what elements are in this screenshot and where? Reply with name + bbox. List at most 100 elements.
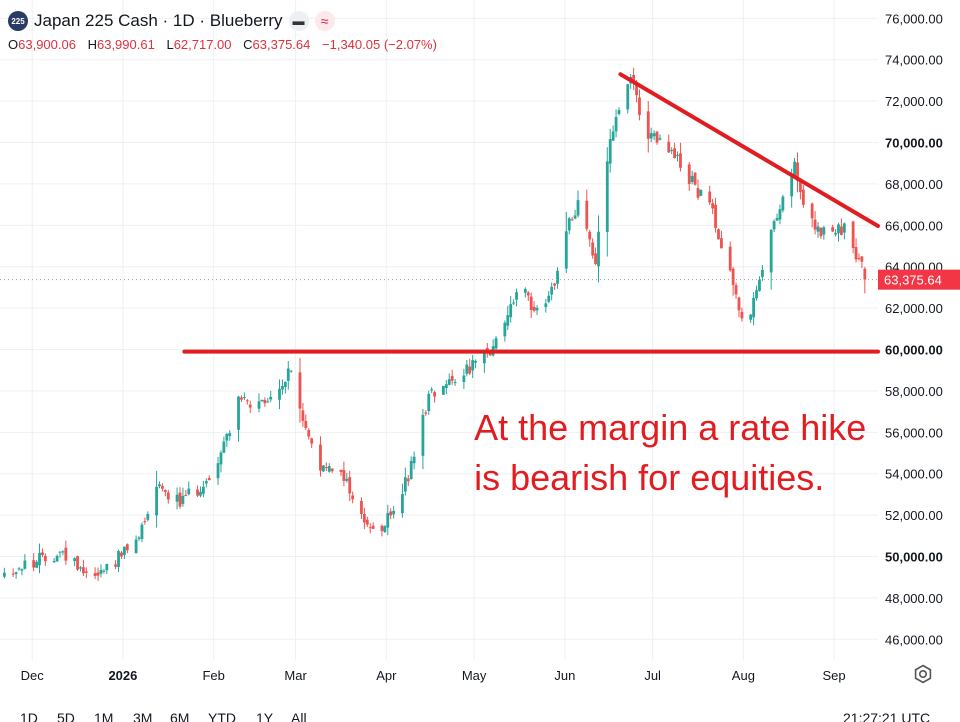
candle-body [570,219,574,221]
candle-body [720,238,723,249]
timeframe-6m[interactable]: 6M [170,710,190,722]
candle-body [760,269,764,277]
candle-body [281,385,284,390]
candle-body [842,223,846,233]
candle-body [383,526,387,532]
annotation-line: At the margin a rate hike [474,407,866,448]
candle-body [775,217,779,221]
timeframe-3m[interactable]: 3M [133,710,153,722]
candle-body [245,400,249,402]
candle-body [506,315,510,326]
candle-body [731,268,735,285]
wave-icon[interactable]: ≈ [314,11,335,31]
price-tick-label: 62,000.00 [885,301,943,316]
candle-body [840,226,843,235]
minus-icon[interactable]: ▬ [288,11,309,31]
timeframe-1d[interactable]: 1D [20,710,38,722]
candle-body [617,110,621,115]
candle-body [474,360,477,363]
symbol-title[interactable]: Japan 225 Cash · 1D · Blueberry [34,11,283,30]
candle-body [371,525,375,529]
candle-body [96,572,100,576]
candle-body [512,302,516,304]
symbol-badge-icon[interactable]: 225 [8,11,28,31]
candle-body [585,200,589,229]
candle-body [594,253,597,264]
candle-body [673,148,676,159]
candle-body [860,256,864,262]
low-label: L [166,37,174,52]
candle-body [450,375,454,381]
candle-body [14,572,18,574]
bottom-toolbar: 1D 5D 1M 3M 6M YTD 1Y All 21:27:21 UTC [0,700,960,722]
candle-body [401,494,404,514]
candle-body [819,227,823,237]
candle-body [99,569,103,574]
candle-body [143,521,147,523]
last-price-label: 63,375.64 [884,273,942,288]
candle-body [676,154,679,156]
time-tick-label: Feb [202,668,224,683]
candle-body [793,161,796,178]
candle-body [813,219,817,230]
candle-body [488,353,492,356]
timeframe-5d[interactable]: 5D [57,710,75,722]
price-tick-label: 58,000.00 [885,384,943,399]
candle-body [237,396,240,430]
ohlc-values: O63,900.06 H63,990.61 L62,717.00 C63,375… [8,37,437,52]
candle-body [339,469,343,472]
candle-body [345,478,349,481]
candle-body [667,141,671,153]
candle-body [687,164,691,185]
candle-body [146,514,150,520]
candle-body [588,231,592,240]
candle-body [137,537,141,539]
candle-body [263,399,267,404]
timeframe-1m[interactable]: 1M [94,710,114,722]
candle-body [199,491,202,496]
candle-body [834,232,837,235]
price-tick-label: 52,000.00 [885,508,943,523]
candle-body [105,564,109,571]
candle-body [857,258,861,260]
settings-gear-icon[interactable] [913,664,933,684]
price-tick-label: 46,000.00 [885,632,943,647]
utc-clock[interactable]: 21:27:21 UTC [843,710,931,722]
trendline-resistance [618,72,880,229]
candle-body [266,401,270,403]
candle-body [655,131,659,143]
candle-body [330,468,334,472]
price-axis[interactable]: 46,000.00 48,000.00 50,000.00 52,000.00 54,0… [885,11,943,647]
candle-body [222,441,226,453]
low-value: 62,717.00 [173,37,232,52]
candle-body [386,513,390,528]
candle-body [298,372,302,409]
candle-body [494,338,498,349]
candle-body [307,430,311,437]
candle-body [591,242,595,256]
time-axis[interactable]: Dec 2026 Feb Mar Apr May Jun Jul Aug Sep [21,668,846,683]
price-tick-label: 70,000.00 [885,136,943,151]
candle-body [11,573,15,575]
price-tick-label: 66,000.00 [885,218,943,233]
timeframe-1y[interactable]: 1Y [256,710,274,722]
candle-body [544,303,548,308]
candle-body [283,381,287,387]
candle-body [161,485,164,489]
candle-body [2,572,6,577]
change-value: −1,340.05 (−2.07%) [322,37,437,52]
timeframe-ytd[interactable]: YTD [208,710,236,722]
candle-body [638,97,641,115]
candle-body [321,465,325,472]
candle-body [79,567,82,569]
candle-body [471,360,475,371]
candle-body [175,494,179,502]
candle-body [433,392,437,397]
candle-body [117,551,120,568]
candle-body [342,469,346,481]
candle-body [796,162,799,181]
candle-body [772,221,776,230]
timeframe-all[interactable]: All [291,710,307,722]
candle-body [611,131,615,141]
